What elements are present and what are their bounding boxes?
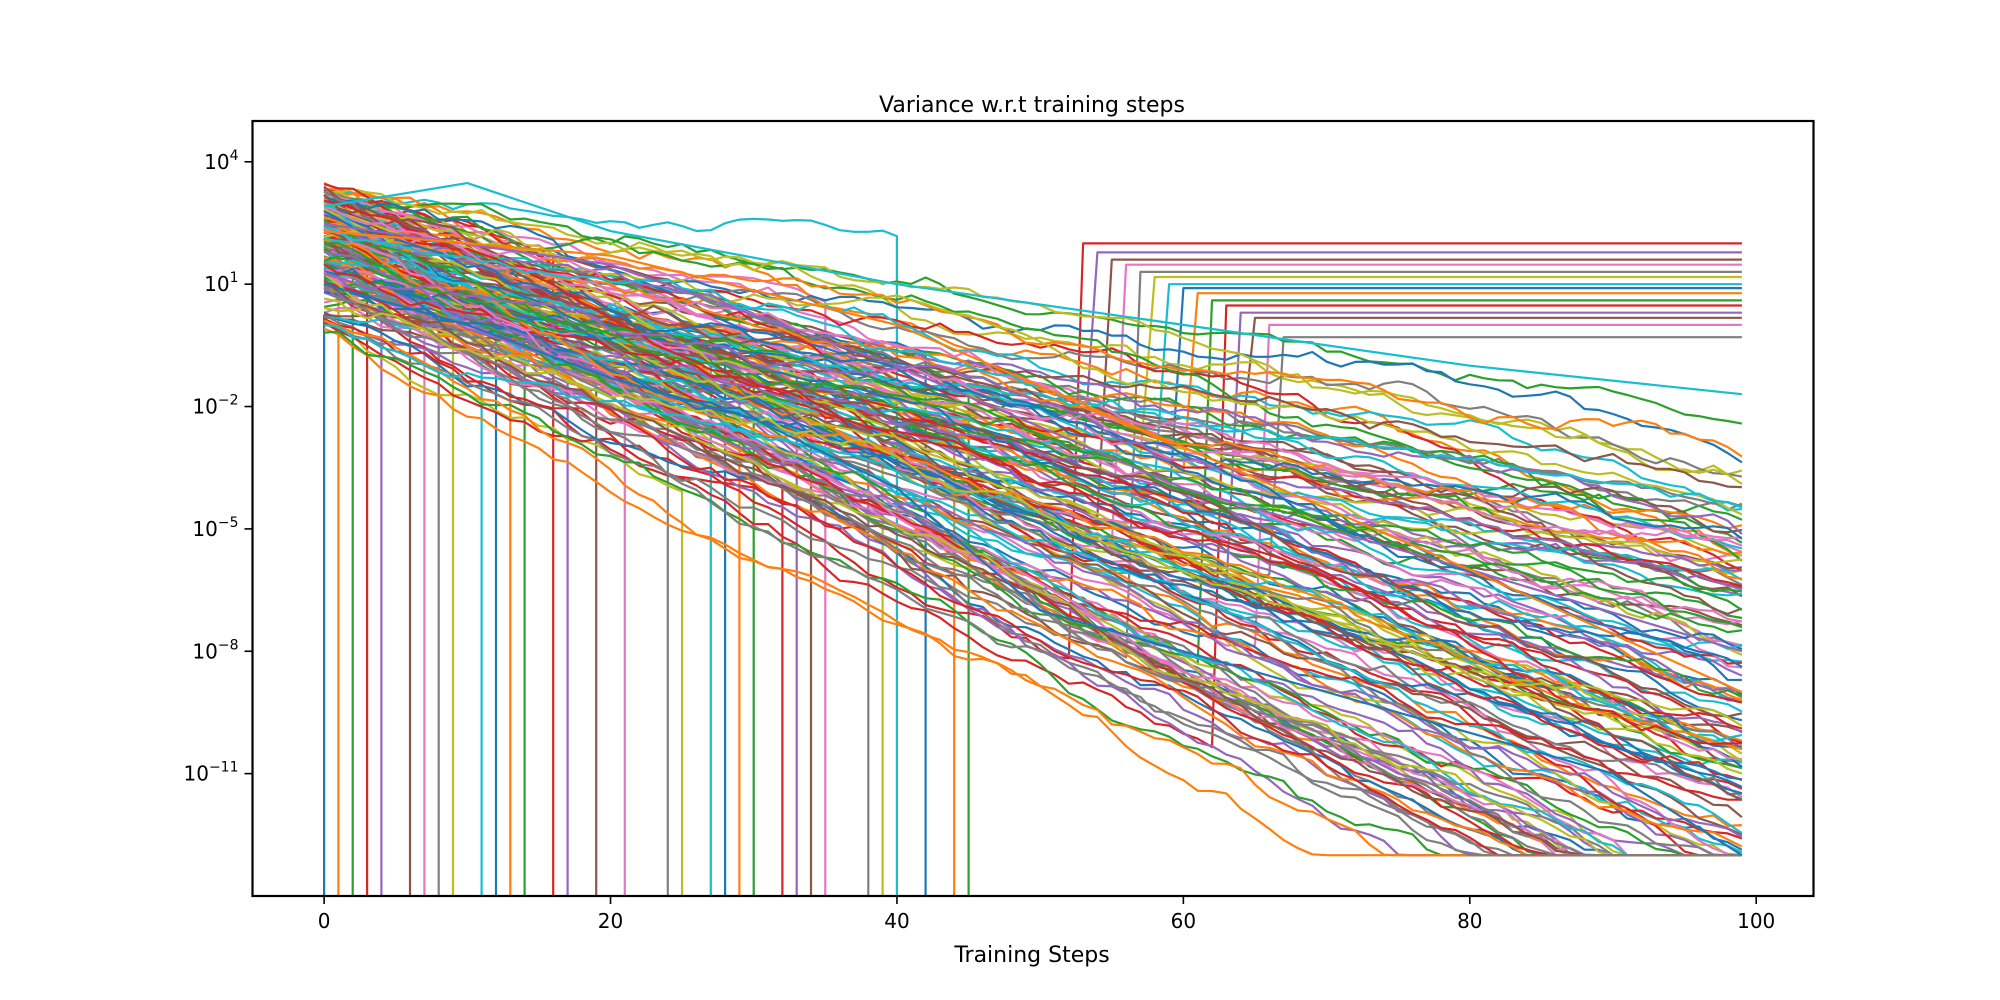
representative-series-1 <box>323 283 1743 857</box>
series-line-29 <box>323 189 898 896</box>
y-tick-label: 10−2 <box>192 393 238 419</box>
series-line-160 <box>323 267 1743 540</box>
y-tick-label: 104 <box>204 148 238 174</box>
series-line-184 <box>323 251 1743 838</box>
series-line-168 <box>323 230 1743 516</box>
series-line-3 <box>323 267 369 896</box>
x-tick-label: 0 <box>318 909 331 933</box>
chart-title: Variance w.r.t training steps <box>879 93 1185 118</box>
series-line-18 <box>323 321 684 896</box>
y-tick-label: 10−8 <box>192 637 238 663</box>
series-line-158 <box>323 208 1743 762</box>
series-line-182 <box>323 219 1743 634</box>
series-line-179 <box>323 199 1742 857</box>
series-line-181 <box>323 216 1743 580</box>
series-line-185 <box>323 194 1743 718</box>
y-tick-label: 101 <box>204 270 238 296</box>
series-line-197 <box>323 284 1742 857</box>
x-tick-label: 40 <box>884 909 909 933</box>
series-line-194 <box>323 272 1743 591</box>
x-tick-label: 80 <box>1457 909 1482 933</box>
series-line-117 <box>323 313 1742 857</box>
series-line-192 <box>324 241 1743 629</box>
series-line-191 <box>323 238 1743 751</box>
representative-series-0 <box>323 182 1743 396</box>
series-line-180 <box>323 290 1742 748</box>
series-line-132 <box>323 223 1743 698</box>
series-line-51 <box>323 188 1743 562</box>
y-axis-ticks: 104 101 10−2 10−5 10−8 10−11 <box>184 148 253 786</box>
series-line-150 <box>323 194 1743 651</box>
series-line-198 <box>323 297 1743 727</box>
series-line-187 <box>323 281 1742 857</box>
series-layer <box>323 182 1743 896</box>
x-axis-ticks: 0 20 40 60 80 100 <box>318 896 1775 933</box>
series-line-161 <box>323 217 1743 458</box>
series-line-59 <box>323 271 1743 854</box>
series-line-199 <box>323 225 1743 509</box>
series-line-170 <box>324 228 1743 668</box>
series-line-193 <box>323 199 1742 745</box>
x-tick-label: 20 <box>598 909 623 933</box>
plot-frame <box>251 119 1815 898</box>
x-tick-label: 100 <box>1737 909 1775 933</box>
series-line-151 <box>323 257 1742 857</box>
representative-series-2 <box>323 222 1743 653</box>
x-axis-label: Training Steps <box>953 943 1109 968</box>
series-line-153 <box>323 317 1742 801</box>
y-tick-label: 10−5 <box>192 515 238 541</box>
series-line-37 <box>323 270 1742 659</box>
series-line-195 <box>323 279 1742 857</box>
series-line-129 <box>323 236 1743 512</box>
series-line-52 <box>323 186 1743 425</box>
series-line-174 <box>323 228 1743 535</box>
y-tick-label: 10−11 <box>184 760 239 786</box>
series-line-157 <box>323 261 1742 857</box>
series-line-112 <box>323 186 1743 562</box>
x-tick-label: 60 <box>1171 909 1196 933</box>
series-line-167 <box>323 190 1742 857</box>
series-line-120 <box>323 262 1743 795</box>
series-line-173 <box>323 219 1743 588</box>
representative-series-3 <box>324 230 1743 694</box>
